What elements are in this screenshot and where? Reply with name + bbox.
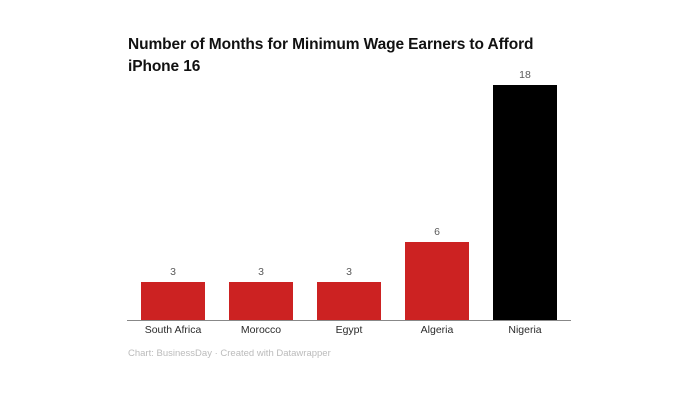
bar-value-label: 6 [434, 225, 440, 238]
x-axis-label: Egypt [335, 324, 363, 336]
bar-rect[interactable] [141, 282, 205, 321]
bars-layer: 3 3 3 6 18 [127, 69, 571, 321]
bar-group[interactable]: 3 [229, 266, 293, 321]
bar-rect[interactable] [493, 85, 557, 321]
bar-group[interactable]: 3 [141, 266, 205, 321]
bar-rect[interactable] [405, 242, 469, 321]
bar-value-label: 18 [519, 68, 531, 81]
x-axis-label: South Africa [144, 324, 202, 336]
bar-value-label: 3 [170, 265, 176, 278]
bar-rect[interactable] [229, 282, 293, 321]
x-axis-label: Nigeria [508, 324, 542, 336]
chart-title: Number of Months for Minimum Wage Earner… [128, 36, 534, 75]
x-axis-baseline [127, 320, 571, 321]
bar-rect[interactable] [317, 282, 381, 321]
bar-group[interactable]: 3 [317, 266, 381, 321]
chart-credit-footer: Chart: BusinessDay · Created with Datawr… [128, 348, 331, 359]
bar-group[interactable]: 18 [493, 69, 557, 321]
bar-value-label: 3 [258, 265, 264, 278]
plot-area: 3 3 3 6 18 [127, 69, 571, 321]
bar-group[interactable]: 6 [405, 226, 469, 321]
x-axis-label: Morocco [240, 324, 282, 336]
x-axis-label: Algeria [420, 324, 454, 336]
bar-value-label: 3 [346, 265, 352, 278]
x-axis-tick-labels: South Africa Morocco Egypt Algeria Nigeria [127, 323, 571, 339]
